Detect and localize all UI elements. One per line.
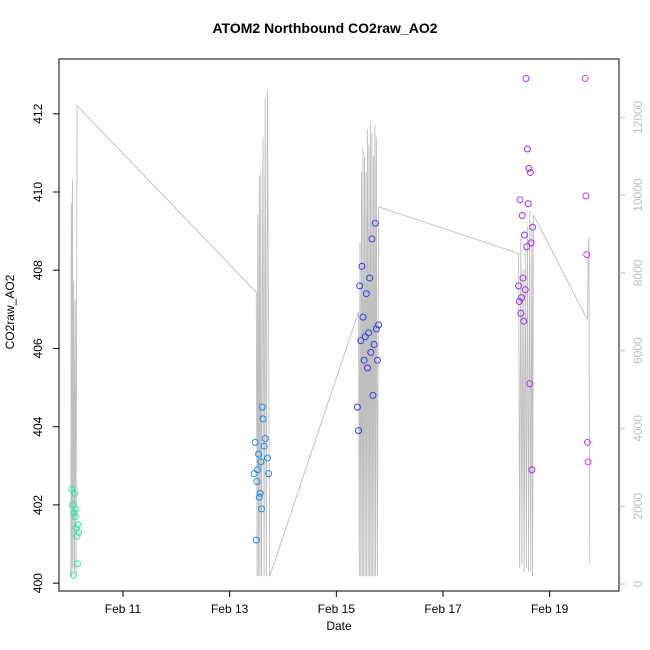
data-point (584, 458, 592, 466)
x-tick-label: Feb 11 (105, 602, 142, 616)
data-point (258, 505, 266, 513)
y-tick-label: 406 (31, 338, 45, 358)
y-tick-label: 404 (31, 416, 45, 436)
data-point (529, 223, 537, 231)
y-tick-label: 408 (31, 260, 45, 280)
data-point (373, 356, 381, 364)
data-point (252, 536, 260, 544)
data-point (371, 219, 379, 227)
data-point (73, 532, 81, 540)
data-point (251, 438, 259, 446)
x-tick-label: Feb 19 (531, 602, 569, 616)
data-point (518, 294, 526, 302)
data-point (515, 282, 523, 290)
x-axis-label: Date (326, 619, 352, 633)
data-point (581, 75, 589, 83)
y-tick-label: 412 (31, 103, 45, 123)
y2-tick-label: 12000 (631, 100, 645, 134)
data-point (523, 145, 531, 153)
y2-tick-label: 8000 (631, 259, 645, 286)
y2-tick-label: 0 (631, 580, 645, 587)
data-point (259, 415, 267, 423)
data-point (260, 442, 268, 450)
data-point (256, 489, 264, 497)
data-point (257, 458, 265, 466)
data-point (73, 560, 81, 568)
plot-frame (58, 58, 620, 592)
data-point (583, 438, 591, 446)
secondary-series-line (70, 90, 591, 577)
data-point (527, 239, 535, 247)
x-tick-label: Feb 15 (318, 602, 356, 616)
data-point (261, 434, 269, 442)
data-point (356, 282, 364, 290)
y2-tick-label: 2000 (631, 493, 645, 520)
x-tick-label: Feb 17 (424, 602, 462, 616)
data-point (362, 290, 370, 298)
data-point (253, 466, 261, 474)
data-point (74, 521, 82, 528)
data-point (582, 192, 590, 200)
data-point (525, 165, 533, 173)
data-point (583, 251, 591, 259)
data-point (365, 329, 373, 337)
data-point (253, 477, 261, 485)
data-point (71, 489, 79, 497)
data-point (353, 403, 361, 411)
data-point (355, 427, 363, 435)
data-point (375, 321, 383, 329)
y-tick-label: 402 (31, 495, 45, 515)
y2-tick-label: 4000 (631, 415, 645, 442)
chart-title: ATOM2 Northbound CO2raw_AO2 (212, 20, 438, 36)
data-point (255, 450, 263, 458)
data-point (519, 274, 527, 282)
data-point (72, 505, 80, 513)
data-point (369, 391, 377, 399)
data-point (363, 364, 371, 372)
data-point (520, 231, 528, 239)
data-point (516, 196, 524, 204)
data-point (368, 235, 376, 243)
data-point (263, 454, 271, 462)
data-point (358, 262, 366, 270)
data-point (370, 341, 378, 349)
data-point (522, 75, 530, 83)
data-point (255, 493, 263, 501)
data-point (520, 317, 528, 325)
data-point (71, 513, 79, 521)
data-point (75, 528, 83, 536)
data-point (367, 348, 375, 356)
data-point (372, 325, 380, 333)
data-point (524, 200, 532, 208)
y-tick-label: 410 (31, 182, 45, 202)
data-point (360, 356, 368, 364)
y-tick-label: 400 (31, 573, 45, 593)
data-point (366, 274, 374, 282)
y2-tick-label: 10000 (631, 178, 645, 212)
data-point (526, 168, 534, 176)
data-point (528, 466, 536, 474)
y2-tick-label: 6000 (631, 337, 645, 364)
data-point (250, 470, 258, 478)
data-point (258, 403, 266, 411)
data-point (526, 380, 534, 388)
data-point (521, 286, 529, 294)
data-point (265, 470, 273, 478)
x-tick-label: Feb 13 (211, 602, 249, 616)
data-point (515, 298, 523, 306)
data-point (518, 211, 526, 219)
data-point (517, 309, 525, 317)
data-point (523, 243, 531, 251)
data-point (69, 571, 77, 579)
data-point (70, 509, 78, 517)
data-point (72, 524, 80, 532)
data-point (357, 337, 365, 345)
data-point (359, 313, 367, 321)
